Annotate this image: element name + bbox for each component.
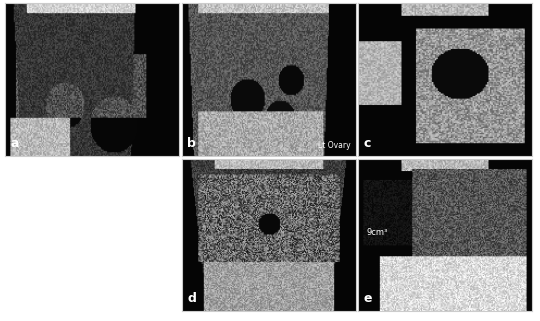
Text: Lt Ovary: Lt Ovary [318, 141, 350, 150]
Text: c: c [363, 137, 371, 150]
Text: a: a [11, 137, 19, 150]
Text: d: d [187, 292, 196, 305]
Text: b: b [187, 137, 196, 150]
Text: 9cm³: 9cm³ [367, 228, 388, 237]
Text: e: e [363, 292, 372, 305]
